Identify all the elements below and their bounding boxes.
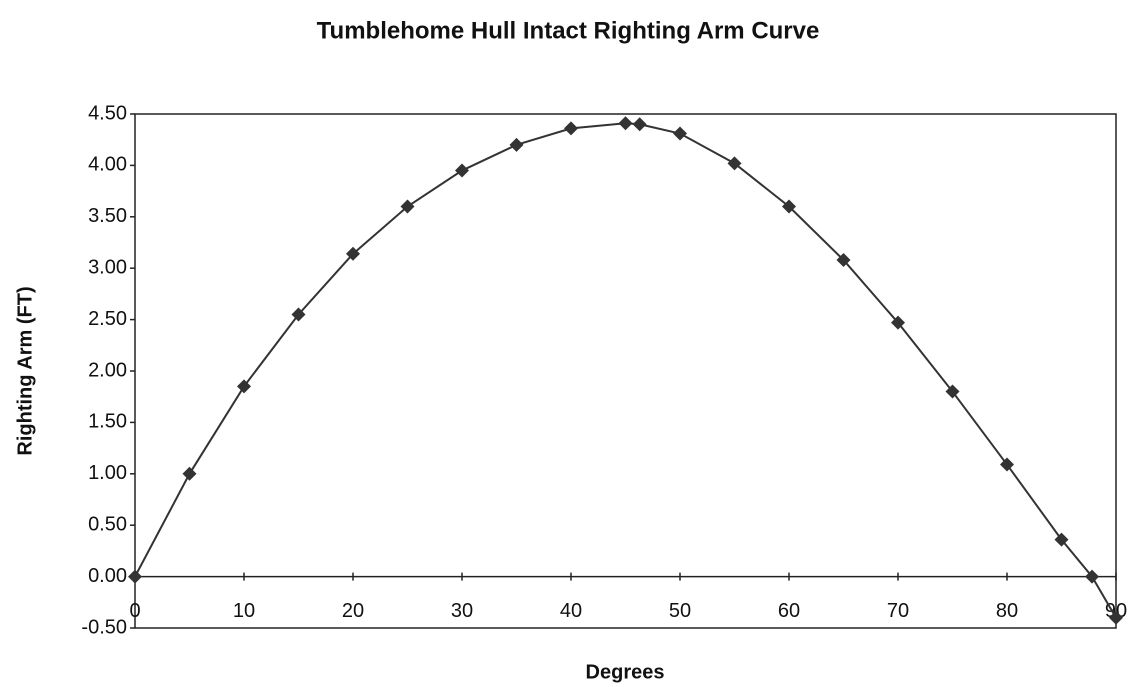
y-tick-label: 3.00 (88, 256, 127, 278)
data-point (632, 117, 647, 132)
data-point (727, 156, 742, 171)
y-tick-label: 4.50 (88, 102, 127, 124)
data-point (346, 246, 360, 261)
data-point (673, 126, 687, 141)
y-tick-label: 1.00 (88, 462, 127, 484)
x-tick-label: 40 (560, 600, 582, 622)
y-tick-label: -0.50 (81, 616, 127, 638)
data-point (1109, 610, 1123, 625)
y-tick-label: 2.50 (88, 308, 127, 330)
x-tick-label: 70 (887, 600, 909, 622)
y-tick-label: 4.00 (88, 154, 127, 176)
series-line (134, 122, 1117, 619)
data-point (509, 137, 524, 152)
data-point (400, 199, 415, 214)
x-tick-label: 80 (996, 600, 1018, 622)
data-point (182, 466, 197, 481)
data-point (891, 315, 905, 330)
data-point (836, 252, 851, 267)
x-axis-title: Degrees (586, 661, 665, 683)
data-point (782, 199, 796, 214)
plot-frame (134, 113, 1117, 629)
chart-title: Tumblehome Hull Intact Righting Arm Curv… (317, 17, 820, 44)
y-tick-label: 0.00 (88, 565, 127, 587)
data-point (291, 307, 306, 322)
x-tick-label: 20 (342, 600, 364, 622)
y-tick-label: 2.00 (88, 359, 127, 381)
data-point (237, 379, 251, 394)
data-point (1000, 457, 1014, 472)
data-point (945, 384, 960, 399)
y-tick-label: 1.50 (88, 411, 127, 433)
x-tick-label: 10 (233, 600, 255, 622)
y-tick-label: 0.50 (88, 513, 127, 535)
data-point (1054, 532, 1069, 547)
data-point (128, 569, 142, 584)
data-point (618, 116, 633, 131)
data-point (564, 121, 578, 136)
x-tick-label: 30 (451, 600, 473, 622)
data-point (1085, 569, 1100, 584)
x-tick-label: 60 (778, 600, 800, 622)
y-axis-title: Righting Arm (FT) (14, 286, 36, 455)
y-tick-label: 3.50 (88, 205, 127, 227)
x-tick-label: 0 (129, 600, 140, 622)
data-point (455, 163, 469, 178)
x-tick-label: 50 (669, 600, 691, 622)
